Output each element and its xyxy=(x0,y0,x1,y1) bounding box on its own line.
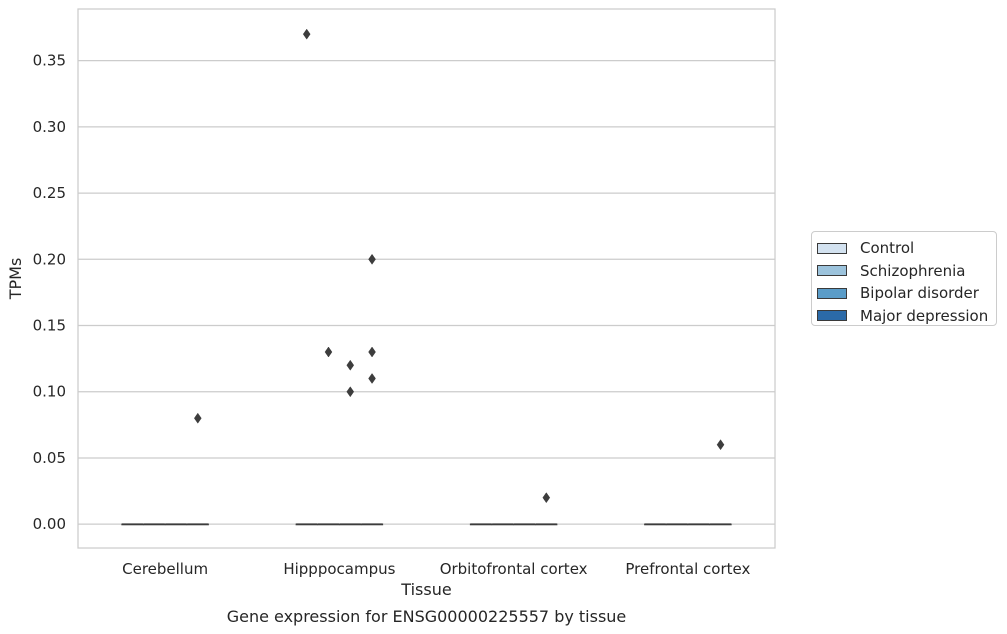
y-tick-label: 0.05 xyxy=(33,449,66,467)
legend-swatch xyxy=(817,242,847,254)
legend-item: Major depression xyxy=(817,305,996,328)
outlier-point xyxy=(346,359,355,371)
chart-title: Gene expression for ENSG00000225557 by t… xyxy=(227,607,627,626)
y-tick-label: 0.10 xyxy=(33,383,66,401)
y-tick-label: 0.15 xyxy=(33,317,66,335)
outlier-point xyxy=(716,439,725,451)
legend-item: Control xyxy=(817,237,996,260)
y-tick-label: 0.30 xyxy=(33,118,66,136)
legend-swatch xyxy=(817,287,847,299)
outlier-point xyxy=(193,412,202,424)
boxes xyxy=(121,523,732,526)
x-axis-label: Tissue xyxy=(400,580,451,599)
x-tick-label: Cerebellum xyxy=(122,560,208,578)
x-axis-ticks: Cerebellum Hipppocampus Orbitofrontal cort… xyxy=(122,560,750,578)
outlier-point xyxy=(302,28,311,40)
y-tick-label: 0.35 xyxy=(33,52,66,70)
plot-area-frame xyxy=(77,8,776,549)
x-tick-label: Orbitofrontal cortex xyxy=(440,560,588,578)
outlier-point xyxy=(346,386,355,398)
legend-swatch xyxy=(817,265,847,277)
outlier-point xyxy=(324,346,333,358)
legend-label: Bipolar disorder xyxy=(860,284,979,303)
y-tick-label: 0.20 xyxy=(33,250,66,268)
y-axis-label: TPMs xyxy=(6,258,25,301)
legend-swatch xyxy=(817,310,847,322)
y-axis-ticks: 0.00 0.05 0.10 0.15 0.20 0.25 0.30 0.35 xyxy=(33,52,66,534)
gridlines xyxy=(78,60,775,525)
legend-label: Control xyxy=(860,239,915,258)
outlier-point xyxy=(368,346,376,358)
outlier-point xyxy=(368,373,376,384)
legend-item: Schizophrenia xyxy=(817,260,996,283)
outlier-point xyxy=(368,253,376,265)
legend-item: Bipolar disorder xyxy=(817,282,996,305)
y-tick-label: 0.00 xyxy=(33,515,66,533)
outlier-point xyxy=(542,492,551,504)
outliers xyxy=(193,28,725,504)
legend-label: Schizophrenia xyxy=(860,261,966,280)
legend-label: Major depression xyxy=(860,306,989,325)
chart-legend: Control Schizophrenia Bipolar disorder Majo… xyxy=(811,231,997,326)
x-tick-label: Hipppocampus xyxy=(283,560,395,578)
x-tick-label: Prefrontal cortex xyxy=(625,560,750,578)
y-tick-label: 0.25 xyxy=(33,184,66,202)
